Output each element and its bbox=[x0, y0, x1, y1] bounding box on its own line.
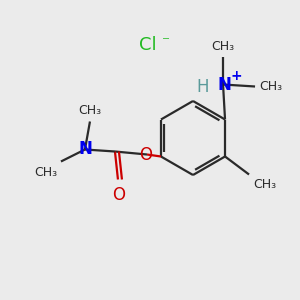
Text: N: N bbox=[217, 76, 231, 94]
Text: CH₃: CH₃ bbox=[259, 80, 282, 93]
Text: CH₃: CH₃ bbox=[253, 178, 276, 191]
Text: H: H bbox=[197, 77, 209, 95]
Text: O: O bbox=[112, 187, 125, 205]
Text: CH₃: CH₃ bbox=[212, 40, 235, 52]
Text: N: N bbox=[78, 140, 92, 158]
Text: O: O bbox=[140, 146, 152, 164]
Text: CH₃: CH₃ bbox=[78, 104, 101, 118]
Text: Cl: Cl bbox=[139, 36, 157, 54]
Text: ⁻: ⁻ bbox=[162, 34, 170, 50]
Text: CH₃: CH₃ bbox=[34, 166, 57, 178]
Text: +: + bbox=[230, 68, 242, 83]
